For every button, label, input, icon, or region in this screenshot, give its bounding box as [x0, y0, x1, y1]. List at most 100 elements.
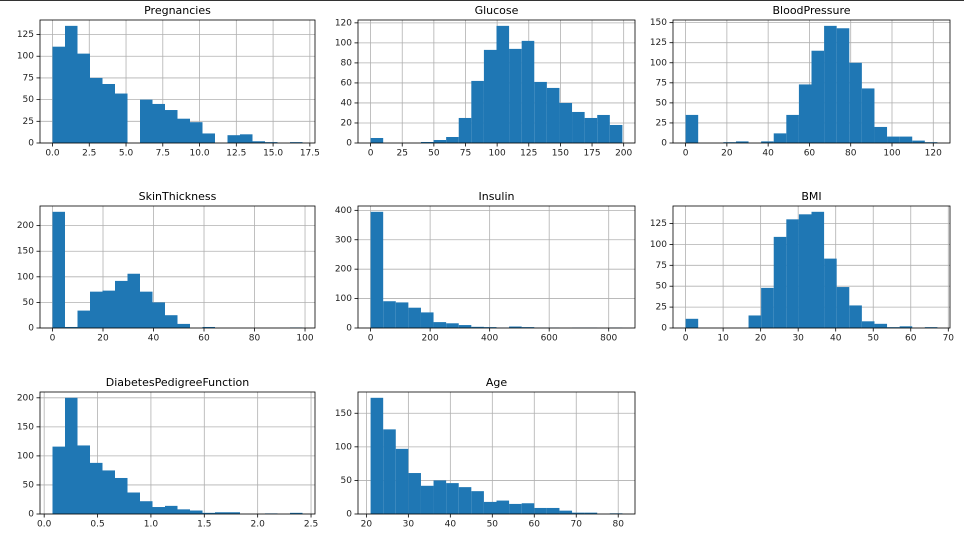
bar [547, 88, 560, 143]
y-tick-label: 150 [17, 247, 34, 257]
subplot-title: Insulin [478, 190, 514, 203]
bar [90, 463, 103, 514]
bar [509, 504, 522, 514]
bar [534, 82, 547, 143]
y-tick-label: 150 [650, 18, 667, 28]
y-tick-label: 100 [17, 272, 34, 282]
x-tick-label: 2.5 [82, 149, 96, 159]
x-tick-label: 40 [762, 149, 774, 159]
x-tick-label: 175 [583, 149, 600, 159]
y-tick-label: 25 [656, 303, 667, 313]
y-tick-label: 0 [661, 324, 667, 334]
bar [240, 134, 253, 143]
y-tick-label: 100 [650, 240, 667, 250]
bar [761, 288, 774, 328]
bar [396, 449, 409, 514]
bar [547, 508, 560, 514]
x-tick-label: 20 [755, 334, 767, 344]
x-tick-label: 0.0 [37, 520, 52, 530]
y-tick-label: 50 [341, 476, 353, 486]
y-tick-label: 50 [23, 95, 35, 105]
bar [509, 49, 522, 143]
bar [434, 322, 447, 328]
subplot-title: SkinThickness [139, 190, 217, 203]
x-tick-label: 80 [612, 520, 624, 530]
bar [421, 312, 434, 328]
y-tick-label: 150 [17, 422, 34, 432]
bar [837, 287, 850, 328]
x-tick-label: 200 [422, 334, 439, 344]
subplot-title: Age [486, 376, 508, 389]
x-tick-label: 75 [460, 149, 471, 159]
bar [153, 507, 166, 514]
bar [572, 112, 585, 143]
y-tick-label: 200 [17, 221, 34, 231]
bar [178, 119, 191, 143]
y-tick-label: 40 [341, 98, 353, 108]
x-tick-label: 50 [868, 334, 880, 344]
x-tick-label: 60 [804, 149, 816, 159]
subplot-title: Glucose [475, 4, 519, 17]
y-tick-label: 50 [656, 98, 668, 108]
bar [228, 135, 241, 143]
bar [115, 94, 128, 143]
bar [128, 274, 141, 328]
x-tick-label: 17.5 [300, 149, 320, 159]
bar [203, 133, 216, 143]
bar [774, 133, 787, 143]
y-tick-label: 50 [23, 298, 35, 308]
bar [78, 311, 91, 328]
x-tick-label: 125 [520, 149, 537, 159]
y-tick-label: 100 [650, 58, 667, 68]
bar [190, 511, 203, 514]
bar [65, 398, 78, 514]
x-tick-label: 2.0 [251, 520, 266, 530]
bar [686, 319, 699, 328]
bar [497, 501, 510, 514]
y-tick-label: 150 [335, 409, 352, 419]
x-tick-label: 100 [883, 149, 900, 159]
bar [534, 508, 547, 514]
bar [53, 212, 66, 328]
x-tick-label: 25 [396, 149, 407, 159]
bar [749, 315, 762, 328]
bar [53, 47, 66, 143]
bar [178, 324, 191, 328]
y-tick-label: 75 [656, 78, 667, 88]
bar [471, 81, 484, 143]
bar [140, 292, 153, 328]
x-tick-label: 7.5 [156, 149, 170, 159]
bar [774, 237, 787, 328]
bar [471, 491, 484, 514]
bar [434, 480, 447, 514]
bar [849, 305, 862, 328]
bar [459, 487, 472, 514]
y-tick-label: 0 [28, 510, 34, 520]
bar [53, 447, 66, 514]
bar [812, 212, 825, 328]
bar [165, 110, 178, 143]
y-tick-label: 80 [341, 58, 353, 68]
y-tick-label: 0 [661, 139, 667, 149]
bar [597, 115, 610, 143]
bar [65, 26, 78, 143]
x-tick-label: 150 [552, 149, 569, 159]
y-tick-label: 20 [341, 118, 353, 128]
x-tick-label: 0 [368, 334, 374, 344]
bar [849, 63, 862, 143]
bar [371, 212, 384, 328]
bar [837, 28, 850, 143]
y-tick-label: 75 [23, 73, 34, 83]
y-tick-label: 200 [335, 265, 352, 275]
bar [78, 54, 91, 143]
x-tick-label: 0.0 [45, 149, 60, 159]
y-tick-label: 0 [28, 139, 34, 149]
y-tick-label: 50 [656, 282, 668, 292]
bar [459, 325, 472, 328]
bar [90, 292, 103, 328]
bar [497, 26, 510, 143]
y-tick-label: 75 [656, 261, 667, 271]
bar [408, 308, 421, 328]
